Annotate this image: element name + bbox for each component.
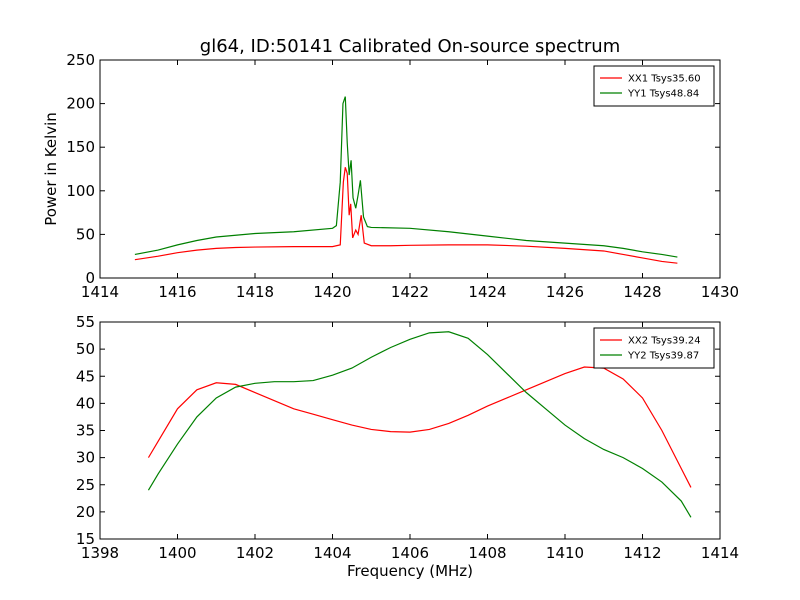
bottom-panel: Frequency (MHz) 1398 1400 1402 1404 1406 1408… — [76, 313, 739, 580]
top-x-tick-label: 1424 — [468, 283, 506, 301]
bottom-series-line-1 — [147, 366, 692, 488]
bottom-y-tick-label: 20 — [76, 503, 95, 521]
top-x-tick-label: 1420 — [313, 283, 351, 301]
top-panel: gl64, ID:50141 Calibrated On-source spec… — [42, 36, 739, 301]
top-y-axis-label: Power in Kelvin — [42, 112, 60, 226]
top-x-tick-label: 1426 — [546, 283, 584, 301]
bottom-legend-label-2: YY2 Tsys39.87 — [627, 351, 699, 362]
bottom-x-tick-label: 1410 — [546, 544, 584, 562]
top-y-tick-label: 200 — [66, 95, 95, 113]
top-legend-label-1: XX1 Tsys35.60 — [628, 74, 701, 85]
bottom-x-tick-label: 1414 — [701, 544, 739, 562]
bottom-legend: XX2 Tsys39.24 YY2 Tsys39.87 — [593, 327, 715, 369]
top-legend-label-2: YY1 Tsys48.84 — [627, 89, 699, 100]
top-x-tick-label: 1414 — [81, 283, 119, 301]
bottom-y-tick-label: 25 — [76, 476, 95, 494]
bottom-x-axis-label: Frequency (MHz) — [347, 562, 473, 580]
top-series-line-1 — [134, 167, 678, 264]
bottom-x-tick-label: 1400 — [158, 544, 196, 562]
top-series-line-2 — [134, 96, 678, 258]
bottom-series-line-2 — [147, 331, 692, 518]
bottom-y-tick-label: 15 — [76, 530, 95, 548]
top-legend-box — [593, 65, 715, 107]
top-x-tick-label: 1416 — [158, 283, 196, 301]
bottom-y-tick-label: 50 — [76, 340, 95, 358]
top-chart-title: gl64, ID:50141 Calibrated On-source spec… — [200, 36, 620, 57]
bottom-x-tick-label: 1404 — [313, 544, 351, 562]
bottom-y-tick-label: 35 — [76, 422, 95, 440]
top-y-tick-label: 250 — [66, 51, 95, 69]
top-y-tick-label: 50 — [76, 225, 95, 243]
bottom-y-tick-label: 55 — [76, 313, 95, 331]
bottom-x-tick-label: 1412 — [623, 544, 661, 562]
top-y-tick-label: 100 — [66, 182, 95, 200]
top-x-tick-label: 1430 — [701, 283, 739, 301]
bottom-y-tick-label: 45 — [76, 367, 95, 385]
bottom-x-tick-label: 1408 — [468, 544, 506, 562]
top-legend: XX1 Tsys35.60 YY1 Tsys48.84 — [593, 65, 715, 107]
bottom-legend-box — [593, 327, 715, 369]
top-x-tick-label: 1418 — [236, 283, 274, 301]
bottom-plot-area: 1398 1400 1402 1404 1406 1408 1410 1412 1414 15 20… — [76, 313, 739, 562]
bottom-y-tick-label: 30 — [76, 449, 95, 467]
bottom-x-tick-label: 1398 — [81, 544, 119, 562]
top-plot-area: 1414 1416 1418 1420 1422 1424 1426 1428 1430 0 50 1… — [66, 51, 739, 301]
bottom-x-tick-label: 1406 — [391, 544, 429, 562]
bottom-x-tick-label: 1402 — [236, 544, 274, 562]
bottom-y-tick-label: 40 — [76, 394, 95, 412]
top-y-tick-label: 150 — [66, 138, 95, 156]
top-x-tick-label: 1428 — [623, 283, 661, 301]
top-y-tick-label: 0 — [85, 269, 95, 287]
bottom-legend-label-1: XX2 Tsys39.24 — [628, 336, 701, 347]
top-x-tick-label: 1422 — [391, 283, 429, 301]
